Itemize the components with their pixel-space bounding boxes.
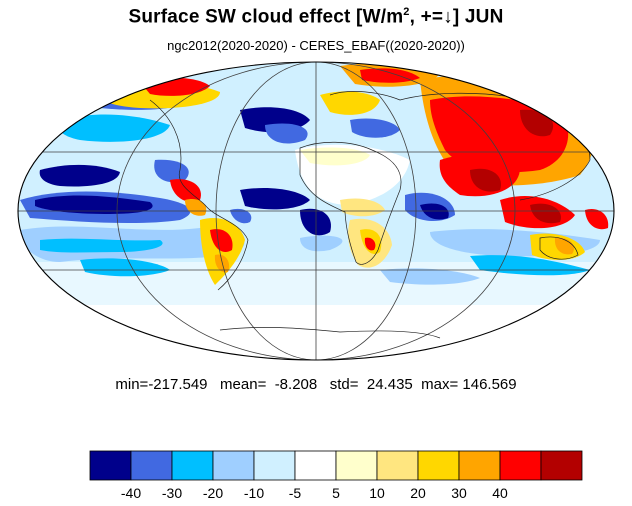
colorbar-box — [212, 450, 255, 481]
colorbar-box — [417, 450, 460, 481]
colorbar-box — [335, 450, 378, 481]
colorbar-box — [458, 450, 501, 481]
globe-outline — [17, 61, 615, 361]
colorbar-box — [294, 450, 337, 481]
colorbar-box — [376, 450, 419, 481]
stat-max-label: max= — [421, 376, 459, 393]
colorbar-box — [171, 450, 214, 481]
title-main: Surface SW cloud effect [W/m — [128, 6, 404, 28]
stat-mean-label: mean= — [220, 376, 267, 393]
map-title: Surface SW cloud effect [W/m2, +=↓] JUN — [0, 6, 632, 28]
colorbar-tick-label: 30 — [451, 485, 467, 501]
colorbar-tick-label: 10 — [369, 485, 385, 501]
stat-min: -217.549 — [148, 376, 208, 393]
colorbar-box — [499, 450, 542, 481]
title-superscript: 2 — [403, 6, 410, 18]
stat-max: 146.569 — [462, 376, 517, 393]
stat-min-label: min= — [115, 376, 149, 393]
colorbar-box — [540, 450, 583, 481]
colorbar-box — [253, 450, 296, 481]
colorbar-tick-label: 40 — [492, 485, 508, 501]
colorbar-tick-label: -10 — [244, 485, 264, 501]
colorbar-box — [130, 450, 173, 481]
stat-mean: -8.208 — [274, 376, 318, 393]
colorbar-tick-label: 20 — [410, 485, 426, 501]
colorbar-tick-label: 5 — [332, 485, 340, 501]
stat-std-label: std= — [329, 376, 359, 393]
colorbar-tick-label: -5 — [289, 485, 302, 501]
colorbar-tick-label: -40 — [121, 485, 141, 501]
map-subtitle: ngc2012(2020-2020) - CERES_EBAF((2020-20… — [167, 38, 465, 53]
colorbar-tick-label: -20 — [203, 485, 223, 501]
graticule — [18, 62, 614, 360]
colorbar-box — [89, 450, 132, 481]
colorbar-tick-label: -30 — [162, 485, 182, 501]
stat-std: 24.435 — [366, 376, 413, 393]
title-rest: , +=↓] JUN — [409, 6, 504, 28]
stats-line: min=-217.549 mean= -8.208 std= 24.435 ma… — [0, 376, 632, 393]
